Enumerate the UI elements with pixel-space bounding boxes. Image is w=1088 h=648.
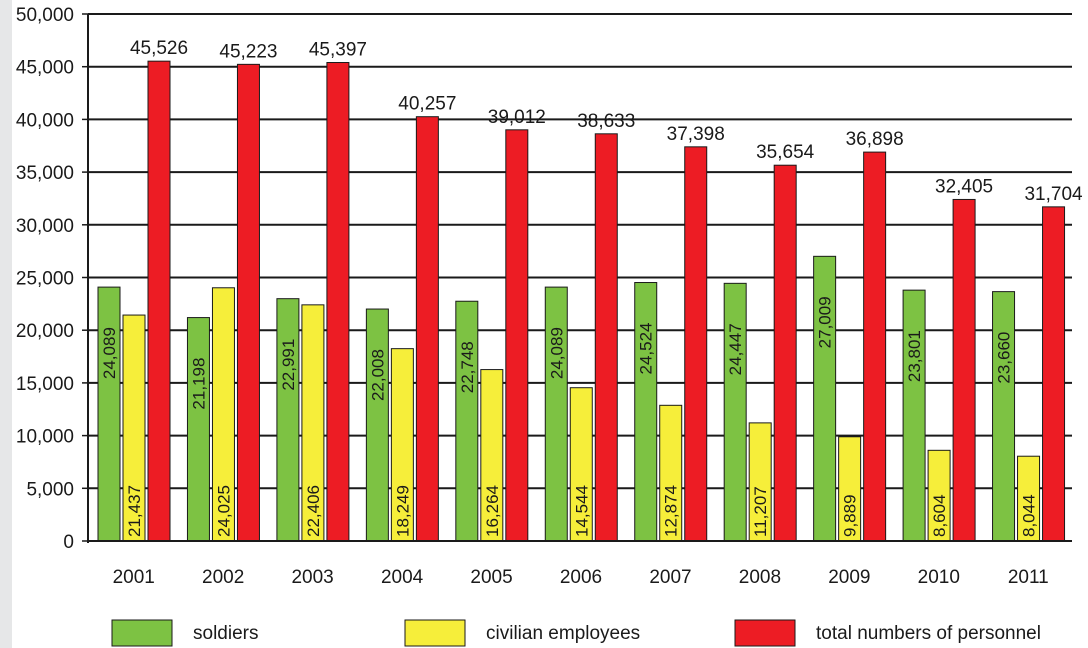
x-tick-label: 2009 [828,567,870,588]
y-tick-label: 30,000 [16,216,74,237]
data-label: 22,991 [279,339,298,391]
data-label: 9,889 [841,494,860,537]
data-label: 21,437 [125,485,144,537]
y-tick-label: 35,000 [16,163,74,184]
y-tick-label: 0 [63,532,74,553]
y-tick-label: 40,000 [16,110,74,131]
data-label: 24,524 [637,323,656,375]
left-margin-strip [0,0,12,648]
data-label: 24,447 [726,323,745,375]
bar-soldiers-2011 [992,291,1016,542]
bar-total-numbers-of-personnel-2002 [236,63,260,542]
bar-total-numbers-of-personnel-2010 [952,198,976,542]
y-tick-label: 25,000 [16,269,74,290]
data-label: 24,025 [214,485,233,537]
x-tick-label: 2003 [291,567,333,588]
data-label: 22,748 [458,341,477,393]
y-tick-label: 45,000 [16,58,74,79]
bar-soldiers-2002 [186,317,210,542]
data-label: 11,207 [751,486,770,537]
bar-soldiers-2007 [634,282,658,542]
y-tick-label: 5,000 [26,479,74,500]
bars: 24,089 21,437 45,526 21,198 24,025 45,223 22,9… [97,38,1083,542]
legend-label: civilian employees [486,623,640,644]
bar-total-numbers-of-personnel-2004 [415,116,439,542]
bar-soldiers-2005 [455,300,479,542]
y-tick-label: 50,000 [16,5,74,26]
x-tick-label: 2001 [113,567,155,588]
x-axis: 2001 2002 2003 2004 2005 2006 2007 2008 2009 2010… [88,540,1072,588]
bar-total-numbers-of-personnel-2011 [1042,206,1066,542]
x-tick-label: 2010 [918,567,960,588]
data-label: 14,544 [572,485,591,537]
data-label: 23,660 [995,332,1014,384]
data-label: 40,257 [398,94,456,115]
bar-soldiers-2010 [902,289,926,542]
legend-label: total numbers of personnel [816,623,1041,644]
data-label: 35,654 [756,142,815,163]
x-tick-label: 2005 [470,567,512,588]
data-label: 27,009 [816,296,835,348]
data-label: 21,198 [189,358,208,410]
data-label: 23,801 [905,330,924,382]
data-label: 12,874 [662,485,681,537]
y-tick-label: 10,000 [16,427,74,448]
x-tick-label: 2008 [739,567,781,588]
data-label: 22,406 [304,485,323,537]
data-label: 22,008 [368,349,387,401]
x-tick-label: 2007 [649,567,691,588]
data-label: 45,397 [309,40,367,61]
data-label: 18,249 [393,485,412,537]
bar-soldiers-2008 [723,282,747,542]
bar-soldiers-2004 [365,308,389,542]
y-tick-label: 20,000 [16,321,74,342]
data-label: 16,264 [483,485,502,537]
bar-total-numbers-of-personnel-2009 [863,151,887,542]
legend-label: soldiers [193,623,258,644]
data-label: 39,012 [488,107,546,128]
data-label: 45,223 [219,41,277,62]
bar-total-numbers-of-personnel-2003 [326,62,350,542]
data-label: 31,704 [1024,184,1083,205]
data-label: 36,898 [846,129,904,150]
legend-swatch-total-numbers-of-personnel [734,619,796,647]
y-tick-label: 15,000 [16,374,74,395]
legend-swatch-soldiers [111,619,173,647]
x-tick-label: 2004 [381,567,424,588]
bar-total-numbers-of-personnel-2001 [147,60,171,542]
data-label: 32,405 [935,176,993,197]
bar-soldiers-2003 [276,298,300,542]
data-label: 24,089 [547,327,566,379]
legend: soldiers civilian employees total numbers … [111,619,1041,647]
bar-total-numbers-of-personnel-2006 [594,133,618,542]
x-tick-label: 2006 [560,567,602,588]
data-label: 8,604 [930,494,949,537]
legend-swatch-civilian-employees [404,619,466,647]
bar-total-numbers-of-personnel-2008 [773,164,797,542]
data-label: 24,089 [100,327,119,379]
data-label: 45,526 [130,38,188,59]
y-axis: 0 5,000 10,000 15,000 20,000 25,000 30,000 35,0… [16,5,89,553]
x-tick-label: 2011 [1008,567,1049,588]
bar-soldiers-2001 [97,286,121,542]
data-label: 8,044 [1020,494,1039,537]
bar-total-numbers-of-personnel-2007 [684,146,708,542]
bar-total-numbers-of-personnel-2005 [505,129,529,542]
data-label: 38,633 [577,111,635,132]
x-tick-label: 2002 [202,567,244,588]
bar-soldiers-2006 [544,286,568,542]
data-label: 37,398 [667,124,725,145]
